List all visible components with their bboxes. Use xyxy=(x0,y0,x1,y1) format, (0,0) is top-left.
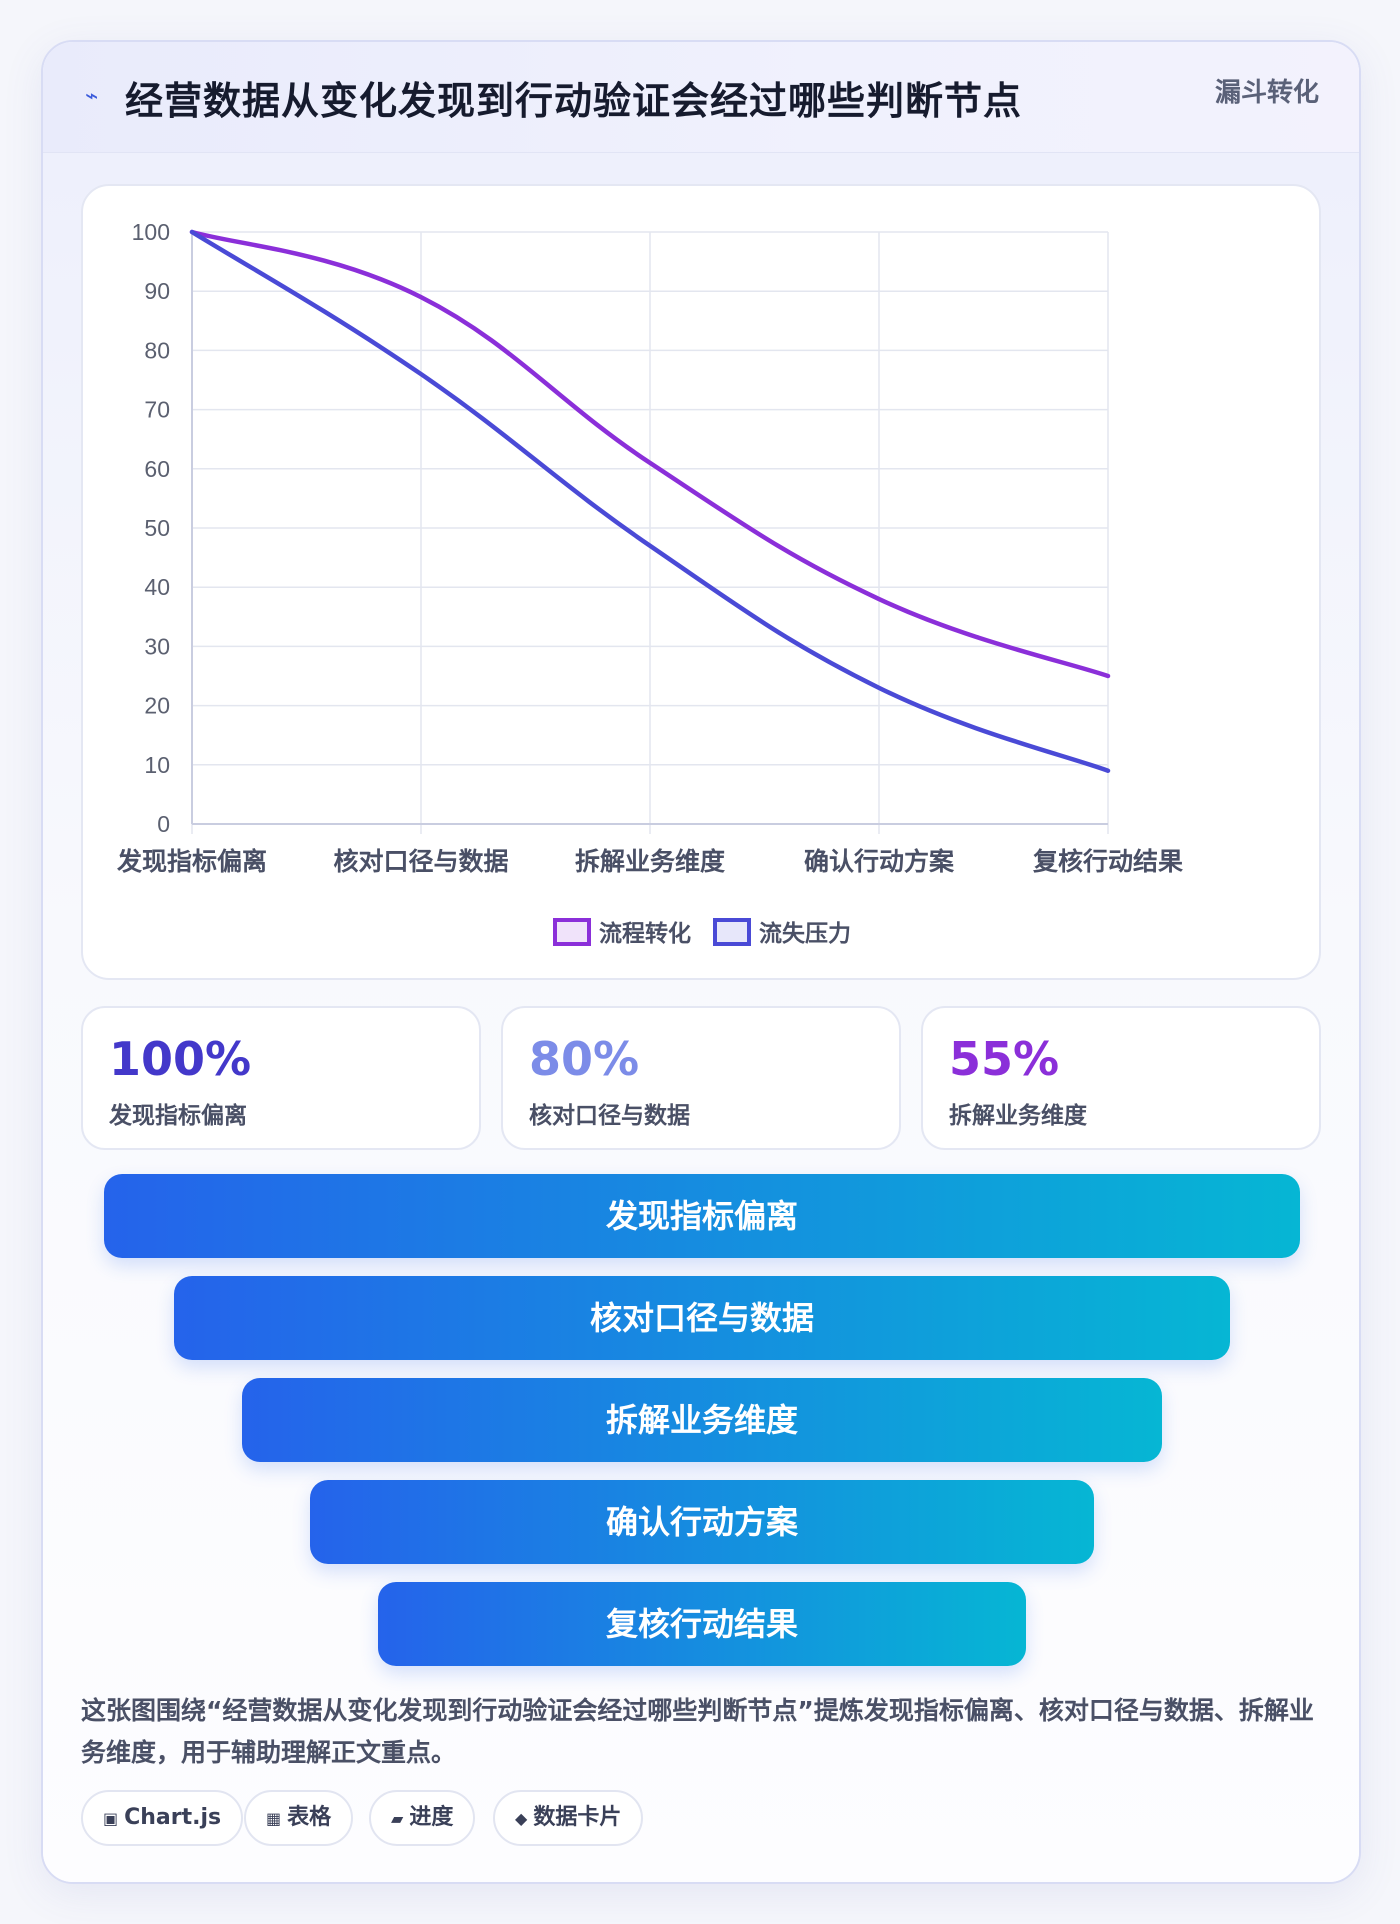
lightning-icon: ⌁ xyxy=(85,84,99,109)
legend-swatch xyxy=(553,918,591,946)
funnel-stage: 发现指标偏离 xyxy=(104,1174,1300,1258)
y-tick-label: 90 xyxy=(144,278,170,304)
x-tick-label: 核对口径与数据 xyxy=(333,847,508,876)
chart-panel: 0 10 20 30 40 50 60 70 80 90 100 发现指标偏离 核对口径与数据 拆解业务维… xyxy=(81,184,1321,980)
chip-label: 进度 xyxy=(409,1805,454,1830)
card-icon: ◆ xyxy=(515,1809,528,1828)
x-tick-label: 确认行动方案 xyxy=(804,847,955,876)
y-tick-label: 20 xyxy=(144,693,170,719)
stat-label: 拆解业务维度 xyxy=(949,1103,1087,1129)
stat-card: 100% 发现指标偏离 xyxy=(81,1006,481,1150)
y-tick-label: 50 xyxy=(144,515,170,541)
infographic-card: ⌁ 经营数据从变化发现到行动验证会经过哪些判断节点 漏斗转化 0 10 20 30 40… xyxy=(41,40,1361,1884)
stat-value: 55% xyxy=(949,1032,1060,1086)
chip-data-card[interactable]: ◆ 数据卡片 xyxy=(493,1790,644,1846)
y-tick-label: 40 xyxy=(144,574,170,600)
x-tick-label: 拆解业务维度 xyxy=(575,847,725,876)
table-icon: ▦ xyxy=(266,1809,282,1828)
page-title: 经营数据从变化发现到行动验证会经过哪些判断节点 xyxy=(125,79,1023,123)
stat-label: 发现指标偏离 xyxy=(109,1103,247,1129)
category-tag: 漏斗转化 xyxy=(1214,78,1319,108)
chip-progress[interactable]: ▰ 进度 xyxy=(369,1790,476,1846)
card-header: ⌁ 经营数据从变化发现到行动验证会经过哪些判断节点 漏斗转化 xyxy=(43,42,1359,153)
x-tick-label: 复核行动结果 xyxy=(1033,847,1183,876)
chip-label: Chart.js xyxy=(124,1805,222,1830)
funnel-stage: 复核行动结果 xyxy=(378,1582,1026,1666)
series-line-2 xyxy=(189,229,1111,773)
y-tick-label: 80 xyxy=(144,337,170,363)
funnel-stage: 确认行动方案 xyxy=(310,1480,1094,1564)
x-tick-label: 发现指标偏离 xyxy=(116,847,267,876)
legend-swatch xyxy=(713,918,751,946)
stat-cards: 100% 发现指标偏离 80% 核对口径与数据 55% 拆解业务维度 xyxy=(81,1006,1321,1150)
description-text: 这张图围绕“经营数据从变化发现到行动验证会经过哪些判断节点”提炼发现指标偏离、核… xyxy=(81,1696,1314,1767)
stat-value: 80% xyxy=(529,1032,640,1086)
stat-value: 100% xyxy=(109,1032,252,1086)
line-chart: 0 10 20 30 40 50 60 70 80 90 100 发现指标偏离 核对口径与数据 拆解业务维… xyxy=(116,219,1183,946)
y-tick-label: 30 xyxy=(144,633,170,659)
chart-icon: ▣ xyxy=(103,1809,119,1828)
y-tick-label: 60 xyxy=(144,456,170,482)
stat-card: 80% 核对口径与数据 xyxy=(501,1006,901,1150)
legend-label: 流失压力 xyxy=(759,920,851,946)
y-tick-label: 70 xyxy=(144,397,170,423)
chip-label: 表格 xyxy=(287,1805,332,1830)
chip-chartjs[interactable]: ▣ Chart.js xyxy=(81,1790,244,1846)
y-tick-label: 10 xyxy=(144,752,170,778)
chip-label: 数据卡片 xyxy=(533,1805,622,1830)
funnel-stage: 拆解业务维度 xyxy=(242,1378,1162,1462)
funnel-stage: 核对口径与数据 xyxy=(174,1276,1230,1360)
chip-table[interactable]: ▦ 表格 xyxy=(244,1790,354,1846)
stat-label: 核对口径与数据 xyxy=(529,1103,690,1129)
y-tick-label: 0 xyxy=(157,811,170,837)
stat-card: 55% 拆解业务维度 xyxy=(921,1006,1321,1150)
progress-icon: ▰ xyxy=(391,1809,404,1828)
y-tick-label: 100 xyxy=(132,219,170,245)
legend-label: 流程转化 xyxy=(599,920,691,946)
